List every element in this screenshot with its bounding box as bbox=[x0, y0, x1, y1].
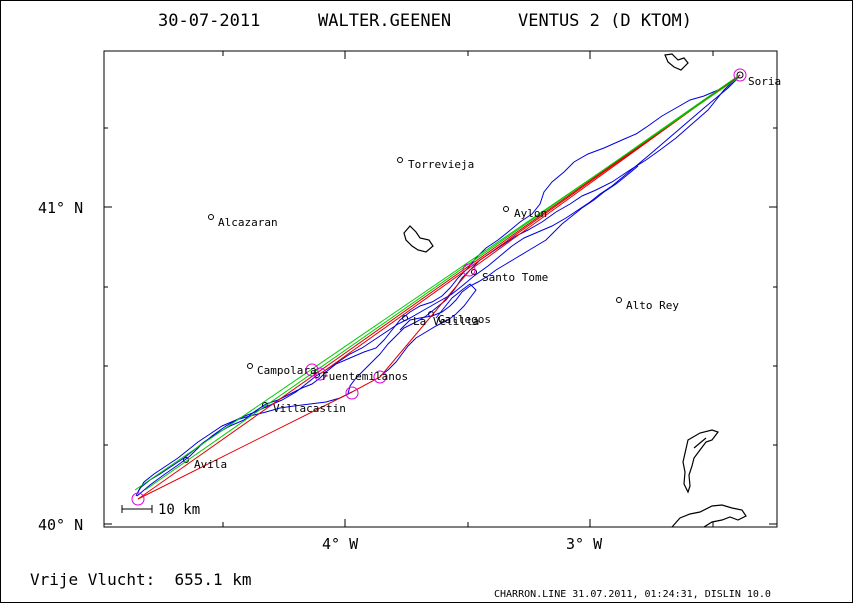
place-label: La Velilla bbox=[413, 315, 479, 328]
place-label: Campolara bbox=[257, 364, 317, 377]
scale-bar: 10 km bbox=[121, 502, 200, 518]
credit-line: CHARRON.LINE 31.07.2011, 01:24:31, DISLI… bbox=[494, 589, 771, 600]
plot-frame bbox=[103, 50, 778, 528]
place-label: Soria bbox=[748, 75, 781, 88]
flight-distance: Vrije Vlucht: 655.1 km bbox=[30, 570, 252, 589]
place-label: Alcazaran bbox=[218, 216, 278, 229]
lat-label-41: 41° N bbox=[38, 199, 83, 217]
lon-label-3w: 3° W bbox=[566, 535, 603, 553]
header-pilot: WALTER.GEENEN bbox=[318, 11, 451, 31]
axis-ticks bbox=[104, 51, 777, 527]
water-outlines bbox=[403, 53, 747, 528]
scale-bar-label: 10 km bbox=[158, 502, 200, 518]
lat-label-40: 40° N bbox=[38, 516, 83, 534]
place-label: Villacastin bbox=[273, 402, 346, 415]
optimized-lines bbox=[134, 75, 739, 491]
place-label: Gallegos bbox=[438, 313, 491, 326]
turnpoints bbox=[131, 68, 747, 506]
lon-label-4w: 4° W bbox=[322, 535, 359, 553]
header-date: 30-07-2011 bbox=[158, 11, 260, 31]
place-label: Torrevieja bbox=[408, 158, 474, 171]
header-glider: VENTUS 2 (D KTOM) bbox=[518, 11, 692, 31]
place-label: Santo Tome bbox=[482, 271, 548, 284]
place-label: Aylon bbox=[514, 207, 547, 220]
place-label: Fuentemilanos bbox=[322, 370, 408, 383]
place-label: Alto Rey bbox=[626, 299, 679, 312]
place-labels: Soria Torrevieja Aylon Alcazaran Santo T… bbox=[194, 75, 781, 471]
place-label: Avila bbox=[194, 458, 227, 471]
